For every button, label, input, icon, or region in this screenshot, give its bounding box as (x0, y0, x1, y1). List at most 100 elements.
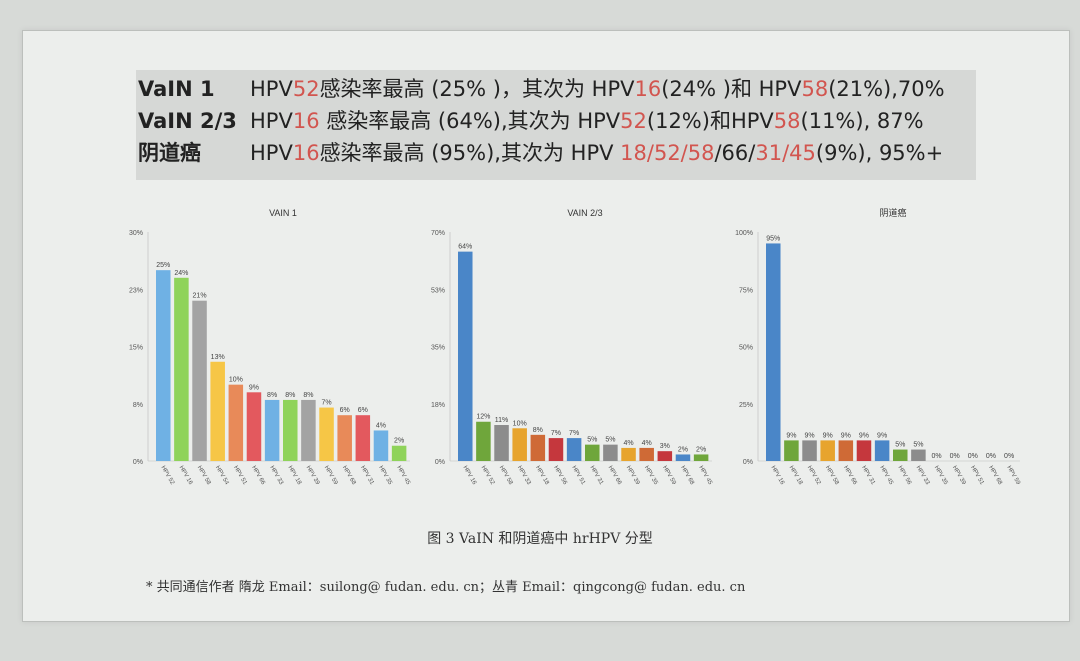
chart-title: VAIN 2/3 (567, 208, 602, 218)
x-tick-label: HPV 68 (341, 465, 357, 486)
summary-text: 感染率最高 (95%),其次为 HPV (319, 141, 621, 165)
summary-text: (11%), 87% (800, 109, 924, 133)
data-label: 11% (495, 417, 509, 424)
bar (784, 440, 799, 461)
summary-text: (9%), 95%+ (815, 141, 944, 165)
summary-text: HPV (250, 141, 293, 165)
x-tick-label: HPV 51 (570, 465, 586, 486)
x-tick-label: HPV 58 (824, 465, 840, 486)
x-tick-label: HPV 45 (697, 465, 713, 486)
data-label: 10% (513, 420, 527, 427)
summary-text: HPV (250, 109, 293, 133)
data-label: 7% (569, 430, 579, 437)
data-label: 6% (358, 407, 368, 414)
bar (337, 415, 352, 461)
data-label: 7% (551, 430, 561, 437)
bar (476, 421, 491, 461)
data-label: 0% (968, 453, 978, 460)
x-tick-label: HPV 52 (806, 465, 822, 486)
y-tick-label: 0% (133, 459, 143, 466)
bar (856, 440, 872, 461)
data-label: 7% (321, 400, 331, 407)
y-tick-label: 23% (129, 287, 143, 294)
bar (373, 430, 389, 461)
summary-line-vain1: VaIN 1 HPV52感染率最高 (25% )，其次为 HPV16(24% )和… (138, 76, 945, 102)
bar (639, 447, 654, 461)
bar (210, 361, 225, 461)
data-label: 9% (841, 432, 851, 439)
x-tick-label: HPV 51 (969, 465, 985, 486)
data-label: 9% (823, 432, 833, 439)
data-label: 12% (476, 414, 490, 421)
summary-line-vain23: VaIN 2/3 HPV16 感染率最高 (64%),其次为 HPV52(12%)… (138, 108, 924, 134)
data-label: 95% (766, 235, 780, 242)
bar (494, 425, 509, 461)
summary-text: 感染率最高 (25% )，其次为 HPV (319, 77, 635, 101)
summary-highlight: 58 (801, 77, 829, 101)
y-tick-label: 53% (431, 287, 445, 294)
bar (820, 440, 835, 461)
data-label: 13% (211, 354, 225, 361)
bar (621, 447, 636, 461)
data-label: 6% (340, 407, 350, 414)
data-label: 4% (642, 440, 652, 447)
bar (838, 440, 854, 461)
bar (458, 251, 473, 461)
summary-label: VaIN 1 (138, 77, 215, 101)
data-label: 9% (249, 384, 259, 391)
summary-text: HPV (250, 77, 293, 101)
bar (246, 392, 262, 461)
x-tick-label: HPV 18 (287, 465, 303, 486)
x-tick-label: HPV 31 (589, 465, 605, 486)
chart-vain23: VAIN 2/3 0% 18% 35% 53% 70% 64% HPV 16 12% HPV 52… (431, 208, 713, 486)
x-tick-label: HPV 58 (498, 465, 514, 486)
y-tick-label: 100% (735, 230, 753, 237)
summary-text: 感染率最高 (64%),其次为 HPV (319, 109, 621, 133)
x-tick-label: HPV 39 (625, 465, 641, 486)
bar (192, 300, 207, 461)
data-label: 9% (786, 432, 796, 439)
summary-line-vaginal-cancer: 阴道癌 HPV16感染率最高 (95%),其次为 HPV 18/52/58/66/… (138, 140, 943, 166)
x-tick-label: HPV 16 (462, 465, 478, 486)
summary-text: /66/ (714, 141, 756, 165)
data-label: 10% (229, 377, 243, 384)
x-tick-label: HPV 35 (643, 465, 659, 486)
x-tick-label: HPV 56 (897, 465, 913, 486)
summary-highlight: 58 (773, 109, 801, 133)
data-label: 0% (986, 453, 996, 460)
summary-banner (136, 70, 976, 180)
x-tick-label: HPV 33 (516, 465, 532, 486)
data-label: 5% (913, 442, 923, 449)
x-tick-label: HPV 59 (661, 465, 677, 486)
data-label: 5% (587, 437, 597, 444)
summary-label: VaIN 2/3 (138, 109, 237, 133)
chart-vain1: VAIN 1 0% 8% 15% 23% 30% 25% HPV 52 24% HPV 16 21%… (129, 208, 411, 486)
x-tick-label: HPV 18 (788, 465, 804, 486)
x-tick-label: HPV 33 (268, 465, 284, 486)
summary-highlight: 31/45 (755, 141, 816, 165)
data-label: 4% (376, 422, 386, 429)
x-tick-label: HPV 35 (377, 465, 393, 486)
summary-highlight: 52 (292, 77, 320, 101)
data-label: 2% (678, 446, 688, 453)
y-tick-label: 35% (431, 345, 445, 352)
y-tick-label: 75% (739, 287, 753, 294)
bar (911, 449, 926, 461)
data-label: 5% (895, 442, 905, 449)
data-label: 4% (623, 440, 633, 447)
x-tick-label: HPV 54 (214, 465, 230, 486)
bar (512, 428, 527, 461)
summary-highlight: 16 (292, 141, 320, 165)
x-tick-label: HPV 31 (359, 465, 375, 486)
bar (156, 270, 171, 461)
x-tick-label: HPV 66 (250, 465, 266, 486)
data-label: 2% (696, 446, 706, 453)
data-label: 8% (533, 427, 543, 434)
data-label: 3% (660, 443, 670, 450)
x-tick-label: HPV 45 (395, 465, 411, 486)
bar (355, 415, 371, 461)
data-label: 9% (877, 432, 887, 439)
x-tick-label: HPV 45 (878, 465, 894, 486)
bar (548, 438, 564, 461)
bar (530, 434, 546, 461)
